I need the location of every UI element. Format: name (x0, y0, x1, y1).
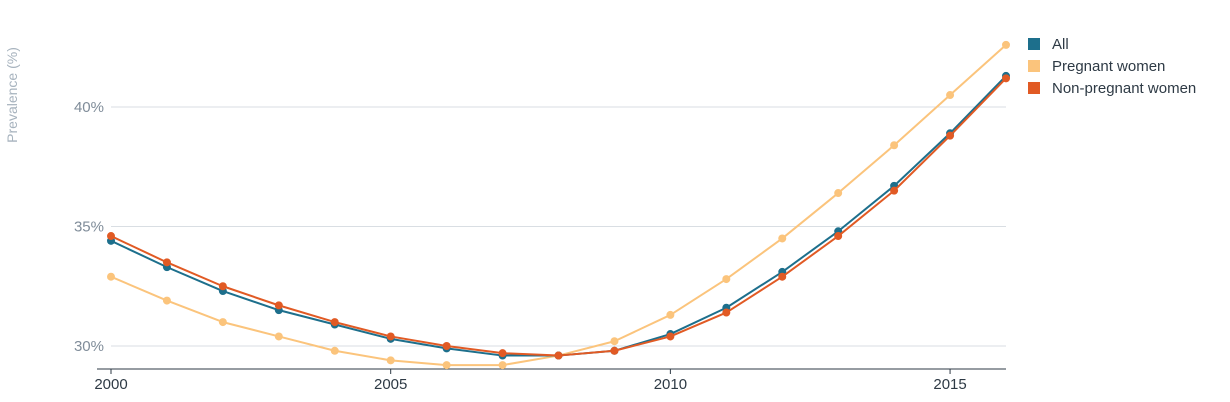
series-non-pregnant-women (107, 74, 1010, 360)
data-point-pregnant-women[interactable] (442, 361, 451, 370)
data-point-pregnant-women[interactable] (274, 332, 283, 341)
legend-swatch (1028, 60, 1040, 72)
legend-item-non-pregnant-women[interactable]: Non-pregnant women (1028, 77, 1196, 99)
y-axis-label: Prevalence (%) (4, 47, 20, 143)
y-tick-label: 35% (74, 219, 104, 236)
legend-item-pregnant-women[interactable]: Pregnant women (1028, 55, 1196, 77)
data-point-non-pregnant-women[interactable] (666, 332, 675, 341)
data-point-non-pregnant-women[interactable] (274, 301, 283, 310)
data-point-pregnant-women[interactable] (722, 275, 731, 284)
legend-swatch (1028, 38, 1040, 50)
data-point-pregnant-women[interactable] (834, 189, 843, 198)
data-point-non-pregnant-women[interactable] (778, 272, 787, 281)
data-point-pregnant-women[interactable] (946, 91, 955, 100)
data-point-non-pregnant-women[interactable] (107, 232, 115, 241)
legend-label: Pregnant women (1052, 57, 1166, 75)
legend: All Pregnant women Non-pregnant women (1028, 33, 1196, 99)
series-pregnant-women (107, 40, 1010, 370)
y-axis-ticks: 30% 35% 40% (74, 99, 104, 355)
data-point-non-pregnant-women[interactable] (442, 342, 451, 350)
grid-lines (111, 106, 1006, 347)
legend-label: Non-pregnant women (1052, 79, 1197, 97)
x-tick-label: 2010 (654, 376, 687, 393)
data-point-non-pregnant-women[interactable] (722, 308, 731, 317)
data-point-non-pregnant-women[interactable] (162, 258, 171, 267)
data-point-pregnant-women[interactable] (1002, 40, 1010, 49)
data-point-pregnant-women[interactable] (107, 272, 115, 281)
legend-item-all[interactable]: All (1028, 33, 1196, 55)
x-tick-label: 2005 (374, 376, 407, 393)
data-point-non-pregnant-women[interactable] (498, 349, 507, 358)
data-point-pregnant-women[interactable] (778, 234, 787, 243)
series-line-all (110, 75, 1007, 357)
data-point-pregnant-women[interactable] (218, 318, 227, 327)
data-point-non-pregnant-women[interactable] (218, 282, 227, 291)
data-point-pregnant-women[interactable] (162, 296, 171, 305)
data-point-non-pregnant-women[interactable] (610, 346, 619, 355)
data-point-non-pregnant-women[interactable] (834, 232, 843, 241)
data-point-non-pregnant-women[interactable] (890, 186, 899, 195)
x-tick-label: 2015 (933, 376, 966, 393)
legend-label: All (1052, 35, 1069, 53)
y-tick-label: 30% (74, 338, 104, 355)
series-layer (107, 40, 1010, 370)
data-point-pregnant-women[interactable] (666, 310, 675, 319)
x-tick-label: 2000 (94, 376, 127, 393)
data-point-pregnant-women[interactable] (330, 346, 339, 355)
y-tick-label: 40% (74, 99, 104, 116)
data-point-pregnant-women[interactable] (890, 141, 899, 150)
x-axis: 2000 2005 2010 2015 (94, 368, 1006, 393)
data-point-non-pregnant-women[interactable] (386, 332, 395, 341)
data-point-pregnant-women[interactable] (498, 361, 507, 370)
series-all (107, 71, 1010, 360)
legend-swatch (1028, 82, 1040, 94)
data-point-non-pregnant-women[interactable] (554, 351, 563, 360)
data-point-pregnant-women[interactable] (386, 356, 395, 365)
series-line-non-pregnant-women (110, 77, 1007, 357)
data-point-non-pregnant-women[interactable] (330, 318, 339, 327)
data-point-non-pregnant-women[interactable] (1002, 74, 1010, 83)
data-point-pregnant-women[interactable] (610, 337, 619, 346)
data-point-non-pregnant-women[interactable] (946, 131, 955, 140)
